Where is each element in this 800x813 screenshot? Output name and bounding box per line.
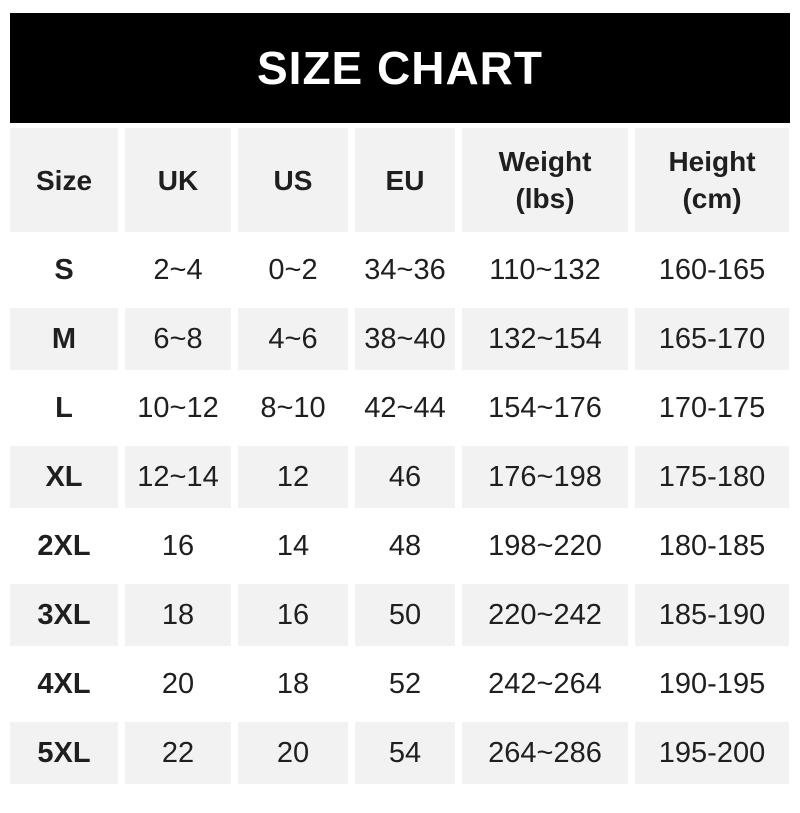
cell-weight: 242~264 [462, 653, 628, 715]
cell-eu: 46 [355, 446, 455, 508]
cell-size: S [10, 239, 118, 301]
header-cell-eu: EU [355, 128, 455, 232]
cell-uk: 18 [125, 584, 231, 646]
header-label: EU [385, 164, 425, 196]
cell-size: 4XL [10, 653, 118, 715]
cell-us: 14 [238, 515, 348, 577]
cell-size: 2XL [10, 515, 118, 577]
cell-uk: 16 [125, 515, 231, 577]
header-sublabel: (cm) [682, 183, 742, 214]
cell-height: 190-195 [635, 653, 789, 715]
cell-uk: 10~12 [125, 377, 231, 439]
header-label: UK [157, 164, 199, 196]
header-cell-height: Height (cm) [635, 128, 789, 232]
title-banner: SIZE CHART [10, 13, 790, 123]
header-cell-uk: UK [125, 128, 231, 232]
cell-us: 12 [238, 446, 348, 508]
cell-size: XL [10, 446, 118, 508]
cell-eu: 52 [355, 653, 455, 715]
header-sublabel: (lbs) [515, 183, 575, 214]
header-label: Weight [498, 146, 592, 177]
cell-size: M [10, 308, 118, 370]
cell-uk: 2~4 [125, 239, 231, 301]
cell-us: 20 [238, 722, 348, 784]
cell-weight: 110~132 [462, 239, 628, 301]
cell-height: 170-175 [635, 377, 789, 439]
cell-uk: 12~14 [125, 446, 231, 508]
size-chart-table: Size UK US EU Weight (lbs) Height (cm) S 2… [10, 128, 789, 784]
header-cell-weight: Weight (lbs) [462, 128, 628, 232]
header-label: Height [668, 146, 756, 177]
cell-height: 180-185 [635, 515, 789, 577]
page-title: SIZE CHART [257, 42, 543, 94]
cell-weight: 198~220 [462, 515, 628, 577]
cell-uk: 22 [125, 722, 231, 784]
cell-us: 18 [238, 653, 348, 715]
cell-height: 165-170 [635, 308, 789, 370]
cell-eu: 48 [355, 515, 455, 577]
cell-size: L [10, 377, 118, 439]
cell-eu: 38~40 [355, 308, 455, 370]
cell-weight: 132~154 [462, 308, 628, 370]
cell-eu: 50 [355, 584, 455, 646]
cell-size: 5XL [10, 722, 118, 784]
cell-eu: 42~44 [355, 377, 455, 439]
cell-weight: 176~198 [462, 446, 628, 508]
header-cell-us: US [238, 128, 348, 232]
cell-us: 4~6 [238, 308, 348, 370]
cell-weight: 264~286 [462, 722, 628, 784]
cell-height: 175-180 [635, 446, 789, 508]
cell-height: 160-165 [635, 239, 789, 301]
header-label: US [273, 164, 313, 196]
cell-height: 185-190 [635, 584, 789, 646]
cell-eu: 54 [355, 722, 455, 784]
cell-us: 0~2 [238, 239, 348, 301]
cell-weight: 220~242 [462, 584, 628, 646]
cell-uk: 20 [125, 653, 231, 715]
cell-size: 3XL [10, 584, 118, 646]
cell-eu: 34~36 [355, 239, 455, 301]
header-label: Size [35, 164, 93, 196]
cell-us: 8~10 [238, 377, 348, 439]
cell-height: 195-200 [635, 722, 789, 784]
cell-weight: 154~176 [462, 377, 628, 439]
header-cell-size: Size [10, 128, 118, 232]
cell-us: 16 [238, 584, 348, 646]
cell-uk: 6~8 [125, 308, 231, 370]
